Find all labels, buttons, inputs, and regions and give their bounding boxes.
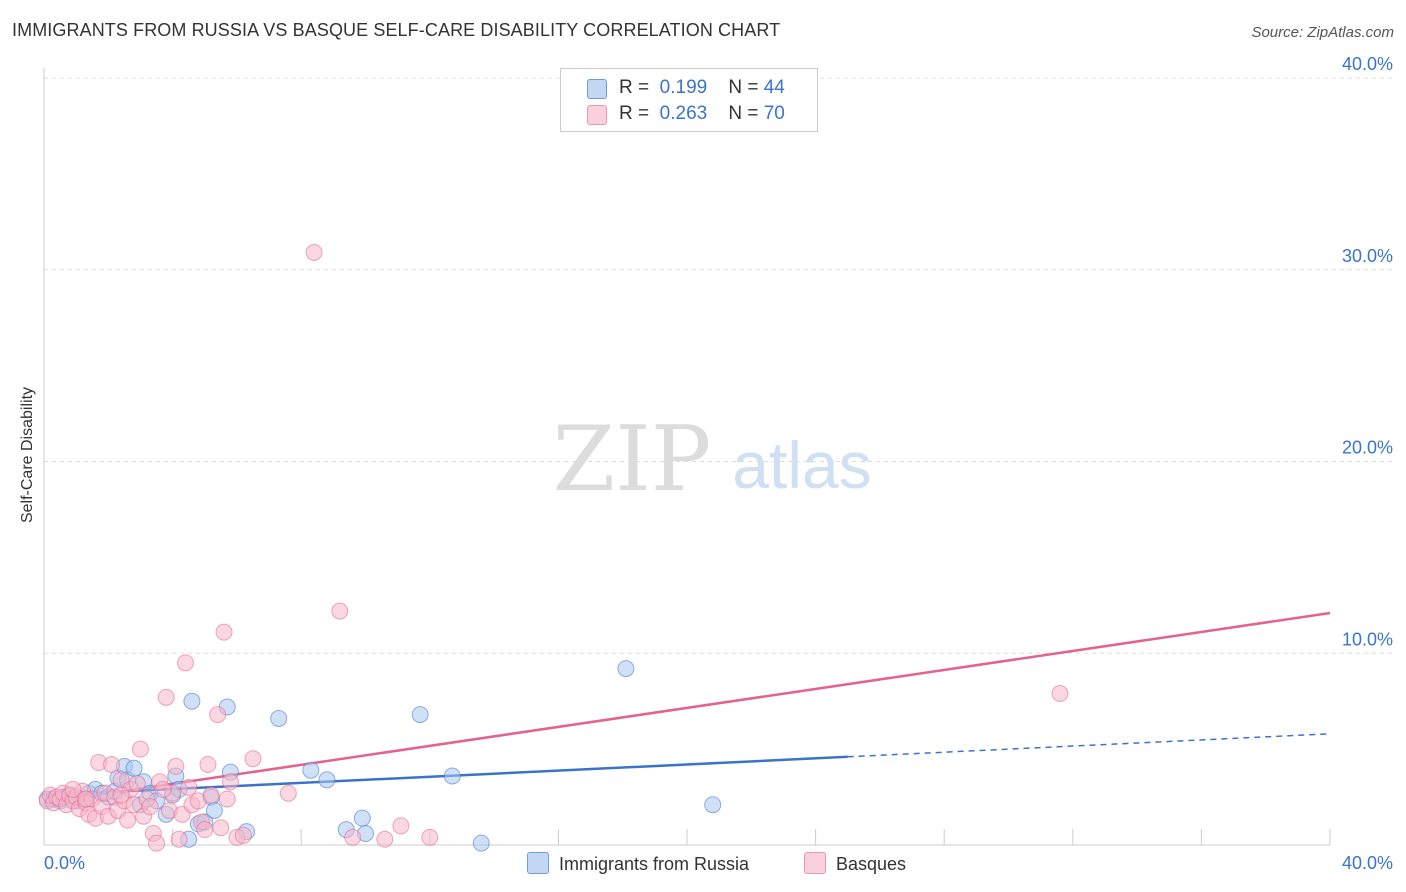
y-tick-label: 30.0% — [1342, 246, 1393, 266]
point-russia — [125, 759, 143, 777]
legend-n-label: N = — [728, 77, 759, 98]
correlation-legend: R = 0.199 N = 44 R = 0.263 N = 70 — [560, 68, 818, 132]
point-basques — [154, 780, 172, 798]
trendline-russia-extension — [847, 733, 1331, 758]
point-basques — [141, 798, 159, 816]
point-basques — [128, 775, 146, 793]
point-basques — [112, 786, 130, 804]
point-basques — [392, 817, 410, 835]
y-axis-label: Self-Care Disability — [19, 386, 36, 524]
point-basques — [176, 654, 194, 672]
point-russia — [411, 706, 429, 724]
point-basques — [218, 790, 236, 808]
legend-r-label: R = — [619, 77, 650, 98]
watermark-atlas: atlas — [732, 428, 871, 502]
point-russia — [443, 767, 461, 785]
grid-lines — [44, 77, 1392, 845]
point-russia — [205, 801, 223, 819]
point-basques — [170, 830, 188, 848]
point-basques — [305, 243, 323, 261]
legend-n-value: 44 — [763, 77, 785, 98]
point-basques — [331, 602, 349, 620]
point-basques — [64, 780, 82, 798]
point-basques — [212, 819, 230, 837]
point-basques — [244, 750, 262, 768]
legend-n-label: N = — [728, 103, 759, 124]
point-basques — [215, 623, 233, 641]
point-basques — [103, 755, 121, 773]
axes — [43, 68, 1330, 846]
point-basques — [119, 811, 137, 829]
point-basques — [77, 790, 95, 808]
point-basques — [376, 830, 394, 848]
point-russia — [270, 709, 288, 727]
data-points — [38, 243, 1069, 852]
legend-r-value: 0.263 — [659, 103, 708, 124]
point-basques — [202, 786, 220, 804]
point-basques — [157, 688, 175, 706]
bottom-legend-label-basques: Basques — [836, 854, 907, 874]
point-basques — [196, 821, 214, 839]
point-russia — [472, 834, 490, 852]
point-basques — [131, 740, 149, 758]
source-label: Source: ZipAtlas.com — [1251, 24, 1394, 41]
point-russia — [318, 771, 336, 789]
legend-swatch-basques — [587, 105, 607, 125]
legend-r-value: 0.199 — [659, 77, 708, 98]
point-russia — [353, 809, 371, 827]
y-tick-label: 40.0% — [1342, 54, 1393, 74]
legend-r-label: R = — [619, 103, 650, 124]
trendline-basques — [43, 611, 1331, 805]
x-tick-label: 40.0% — [1342, 853, 1393, 873]
point-basques — [234, 826, 252, 844]
bottom-legend-russia: Immigrants from Russia — [527, 852, 749, 875]
point-russia — [183, 692, 201, 710]
bottom-legend-swatch-russia — [527, 852, 549, 874]
point-basques — [180, 778, 198, 796]
y-tick-label: 20.0% — [1342, 438, 1393, 458]
x-tick-label: 0.0% — [44, 853, 85, 873]
tick-labels: 10.0% 20.0% 30.0% 40.0% 0.0% 40.0% — [44, 54, 1393, 873]
point-basques — [1051, 685, 1069, 703]
point-russia — [302, 761, 320, 779]
point-basques — [209, 706, 227, 724]
point-basques — [148, 834, 166, 852]
y-tick-label: 10.0% — [1342, 629, 1393, 649]
bottom-legend-swatch-basques — [804, 852, 826, 874]
watermark-zip: ZIP — [553, 407, 712, 512]
point-basques — [221, 773, 239, 791]
bottom-legend-label-russia: Immigrants from Russia — [559, 854, 750, 874]
bottom-legend-basques: Basques — [804, 852, 906, 875]
point-russia — [617, 660, 635, 678]
point-basques — [344, 828, 362, 846]
point-basques — [279, 784, 297, 802]
legend-n-value: 70 — [763, 103, 785, 124]
point-basques — [167, 757, 185, 775]
point-basques — [421, 828, 439, 846]
legend-swatch-russia — [587, 79, 607, 99]
point-russia — [704, 796, 722, 814]
point-basques — [199, 755, 217, 773]
chart-title: IMMIGRANTS FROM RUSSIA VS BASQUE SELF-CA… — [12, 20, 781, 40]
